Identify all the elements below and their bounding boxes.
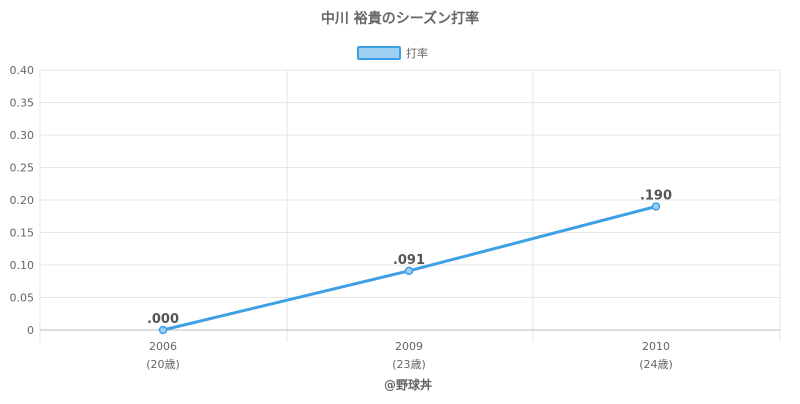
y-tick-label: 0.05 <box>10 292 35 305</box>
legend[interactable]: 打率 <box>357 46 428 60</box>
x-axis-ticks: 2006 (20歳) 2009 (23歳) 2010 (24歳) <box>146 340 673 371</box>
x-tick-sublabel: (24歳) <box>639 358 673 371</box>
y-tick-label: 0.25 <box>10 162 35 175</box>
data-point <box>404 266 414 276</box>
grid <box>39 69 781 342</box>
footer-credit: @野球丼 <box>384 377 432 392</box>
x-tick-sublabel: (20歳) <box>146 358 180 371</box>
series-batting-average <box>158 202 661 335</box>
y-tick-label: 0 <box>27 324 34 337</box>
x-tick-label: 2010 <box>642 340 670 353</box>
data-label: .190 <box>640 189 672 204</box>
y-tick-label: 0.30 <box>10 129 35 142</box>
y-tick-label: 0.35 <box>10 97 35 110</box>
y-tick-label: 0.40 <box>10 64 35 77</box>
data-point <box>651 202 661 211</box>
x-tick-sublabel: (23歳) <box>392 358 426 371</box>
data-labels: .000 .091 .190 <box>147 189 672 328</box>
y-tick-label: 0.10 <box>10 259 35 272</box>
x-tick-label: 2006 <box>149 340 177 353</box>
y-tick-label: 0.15 <box>10 227 35 240</box>
x-tick-label: 2009 <box>395 340 423 353</box>
data-point <box>158 325 168 335</box>
legend-swatch <box>357 46 401 60</box>
data-label: .091 <box>393 253 425 268</box>
legend-label: 打率 <box>406 46 428 60</box>
y-tick-label: 0.20 <box>10 194 35 207</box>
chart-title: 中川 裕貴のシーズン打率 <box>321 10 479 27</box>
data-label: .000 <box>147 312 179 327</box>
y-axis-ticks: 0 0.05 0.10 0.15 0.20 0.25 0.30 0.35 0.40 <box>10 64 35 337</box>
